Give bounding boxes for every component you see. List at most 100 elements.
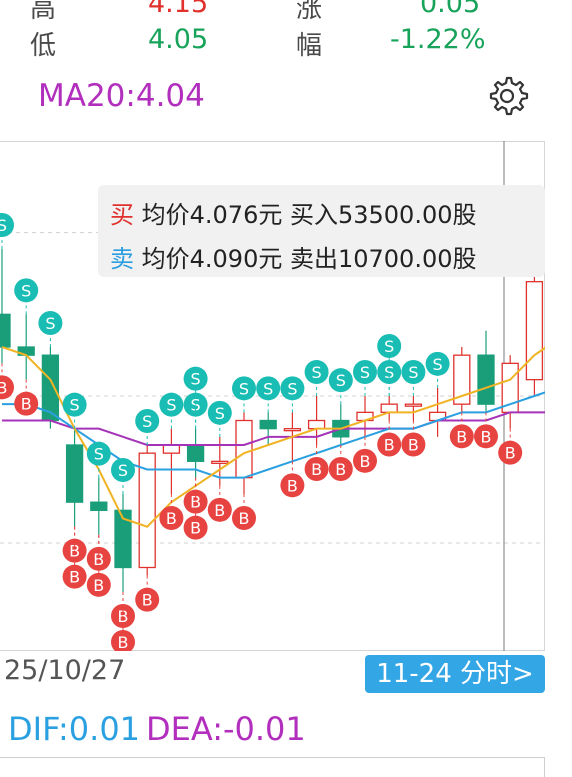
candle-body <box>477 354 495 405</box>
sell-marker <box>353 360 377 384</box>
sell-marker-label: S <box>94 445 104 464</box>
buy-marker <box>135 587 160 612</box>
candle-body <box>235 419 253 479</box>
label-high: 高 <box>30 0 57 24</box>
buy-marker-label: B <box>311 460 322 479</box>
candle-body <box>307 419 326 430</box>
tooltip-buy-line: 买 均价4.076元 买入53500.00股 <box>110 195 477 230</box>
buy-marker-label: B <box>287 476 298 495</box>
buy-marker-label: B <box>190 519 201 538</box>
gear-icon <box>489 76 529 116</box>
buy-marker-label: B <box>69 568 80 587</box>
buy-marker <box>183 489 208 514</box>
macd-dif-label: DIF:0.01 <box>8 710 141 748</box>
buy-marker-label: B <box>408 436 419 455</box>
buy-marker-label: B <box>335 460 346 479</box>
buy-marker-label: B <box>456 427 467 446</box>
sell-marker-label: S <box>166 396 176 415</box>
sell-marker <box>377 334 402 358</box>
buy-marker-label: B <box>93 576 104 595</box>
label-low: 低 <box>30 31 57 61</box>
tooltip-buy-tag: 买 <box>110 201 134 229</box>
sell-marker-label: S <box>408 363 418 382</box>
sell-marker <box>401 360 426 384</box>
sell-marker-label: S <box>0 216 7 235</box>
candle-body <box>525 281 544 381</box>
sell-marker <box>304 360 329 384</box>
buy-marker <box>449 424 474 449</box>
settings-button[interactable] <box>483 72 531 124</box>
candle-body <box>65 444 84 503</box>
buy-marker <box>62 538 87 563</box>
buy-marker <box>377 432 402 457</box>
sell-marker-label: S <box>384 363 394 382</box>
candle-body <box>90 501 108 511</box>
sell-marker <box>135 409 160 433</box>
candle-body <box>453 354 471 405</box>
ma20-label: MA20:4.04 <box>38 78 205 114</box>
sell-marker <box>207 400 232 425</box>
tooltip-sell-tag: 卖 <box>110 245 134 273</box>
sell-marker <box>256 376 281 401</box>
buy-marker-label: B <box>118 633 129 651</box>
buy-marker <box>111 630 135 651</box>
candle-body <box>0 313 11 348</box>
buy-marker <box>232 506 256 530</box>
buy-marker-label: B <box>214 501 225 520</box>
buy-marker <box>183 515 208 540</box>
sell-marker <box>328 368 353 393</box>
sell-marker-label: S <box>433 355 443 374</box>
chart-date-label: 25/10/27 <box>4 655 126 686</box>
sell-marker-label: S <box>360 363 370 382</box>
buy-marker <box>401 432 426 457</box>
sell-marker-label: S <box>384 337 394 356</box>
sell-marker <box>280 376 305 401</box>
sell-marker-label: S <box>70 396 80 415</box>
value-high: 4.15 <box>148 0 209 19</box>
sell-marker-label: S <box>239 379 249 398</box>
sell-marker-label: S <box>21 281 31 300</box>
buy-marker <box>304 457 329 481</box>
trade-tooltip: 买 均价4.076元 买入53500.00股 卖 均价4.090元 卖出1070… <box>98 185 545 277</box>
buy-marker <box>0 375 14 400</box>
buy-marker-label: B <box>505 444 516 463</box>
fenshi-button[interactable]: 11-24 分时> <box>365 655 545 693</box>
buy-marker <box>280 473 305 498</box>
buy-marker-label: B <box>166 509 177 528</box>
sell-marker-label: S <box>191 396 201 415</box>
buy-marker <box>86 572 111 597</box>
buy-marker <box>159 506 184 530</box>
value-amplitude: -1.22% <box>390 24 486 55</box>
buy-marker <box>474 424 498 449</box>
sell-marker <box>111 458 135 482</box>
sell-marker <box>14 278 39 303</box>
sell-marker <box>0 213 14 237</box>
sell-marker-label: S <box>142 412 152 431</box>
macd-chart-frame <box>0 757 545 777</box>
buy-marker <box>207 497 232 522</box>
buy-marker-label: B <box>0 378 7 397</box>
sell-marker-label: S <box>336 371 346 390</box>
buy-marker <box>14 391 39 416</box>
candle-body <box>404 403 423 407</box>
tooltip-sell-line: 卖 均价4.090元 卖出10700.00股 <box>110 239 477 274</box>
candle-body <box>186 444 205 462</box>
buy-marker-label: B <box>481 427 492 446</box>
tooltip-buy-text: 均价4.076元 买入53500.00股 <box>141 201 477 229</box>
buy-marker-label: B <box>21 395 32 414</box>
candle-body <box>380 403 398 413</box>
macd-dea-label: DEA:-0.01 <box>146 710 306 748</box>
candle-body <box>162 444 181 454</box>
sell-marker <box>62 392 87 417</box>
label-change: 涨 <box>296 0 323 24</box>
sell-marker <box>86 441 111 466</box>
sell-marker-label: S <box>263 379 273 398</box>
buy-marker <box>498 440 523 465</box>
value-low: 4.05 <box>148 24 209 55</box>
label-amplitude: 幅 <box>296 31 323 61</box>
buy-marker-label: B <box>384 436 395 455</box>
tooltip-sell-text: 均价4.090元 卖出10700.00股 <box>141 245 477 273</box>
buy-marker <box>328 457 353 481</box>
candle-body <box>138 452 156 569</box>
kline-chart[interactable]: BBBBBBBBBBBBBBBBBBBBBBBBSSSSSSSSSSSSSSSS… <box>0 141 545 651</box>
